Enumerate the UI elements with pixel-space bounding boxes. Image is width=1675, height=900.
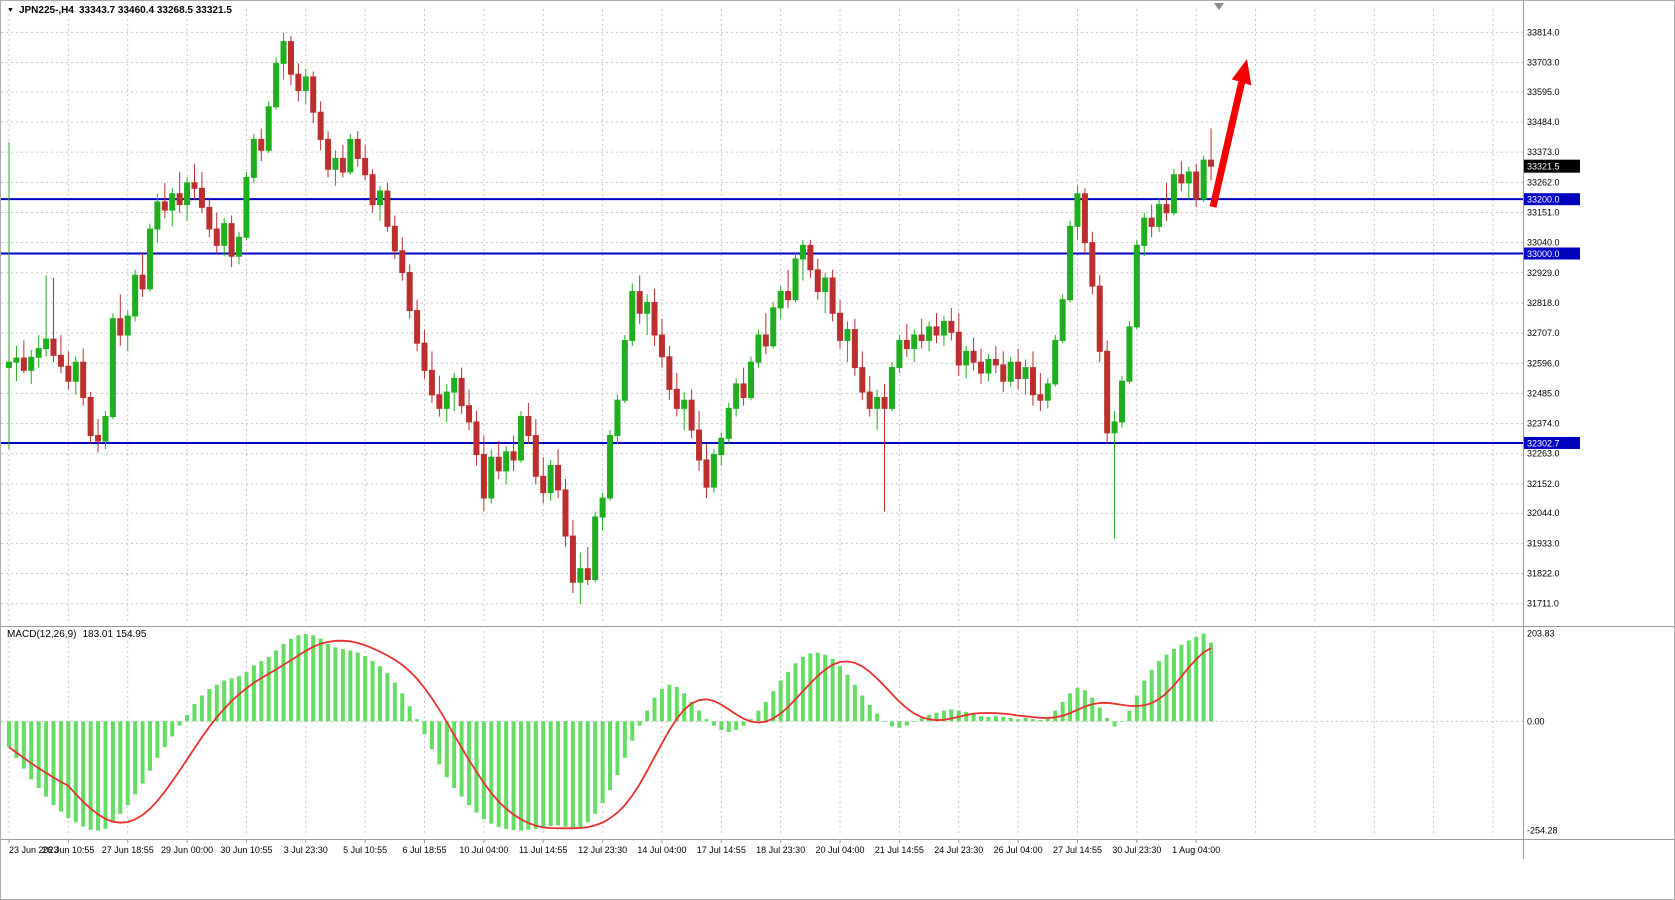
svg-text:27 Jul 14:55: 27 Jul 14:55 <box>1053 845 1102 855</box>
svg-text:14 Jul 04:00: 14 Jul 04:00 <box>637 845 686 855</box>
svg-text:20 Jul 04:00: 20 Jul 04:00 <box>816 845 865 855</box>
macd-histogram <box>7 633 1214 831</box>
macd-name: MACD(12,26,9) <box>7 629 77 640</box>
svg-text:18 Jul 23:30: 18 Jul 23:30 <box>756 845 805 855</box>
trend-arrow[interactable] <box>1209 59 1252 208</box>
svg-text:32263.0: 32263.0 <box>1527 449 1560 459</box>
candles-layer <box>6 32 1215 604</box>
svg-text:21 Jul 14:55: 21 Jul 14:55 <box>875 845 924 855</box>
svg-text:33262.0: 33262.0 <box>1527 177 1560 187</box>
svg-text:203.83: 203.83 <box>1527 629 1555 639</box>
svg-text:24 Jul 23:30: 24 Jul 23:30 <box>934 845 983 855</box>
svg-text:29 Jun 00:00: 29 Jun 00:00 <box>161 845 213 855</box>
svg-text:32707.0: 32707.0 <box>1527 328 1560 338</box>
svg-text:32374.0: 32374.0 <box>1527 419 1560 429</box>
svg-text:32044.0: 32044.0 <box>1527 508 1560 518</box>
svg-text:31822.0: 31822.0 <box>1527 569 1560 579</box>
svg-text:33000.0: 33000.0 <box>1527 249 1560 259</box>
panel-separators <box>1 1 1674 859</box>
svg-text:27 Jun 18:55: 27 Jun 18:55 <box>102 845 154 855</box>
svg-text:32929.0: 32929.0 <box>1527 268 1560 278</box>
current-price-marker: 33321.5 <box>1524 159 1580 173</box>
svg-text:1 Aug 04:00: 1 Aug 04:00 <box>1172 845 1220 855</box>
symbol-title: JPN225-,H4 <box>18 5 74 16</box>
svg-text:33200.0: 33200.0 <box>1527 195 1560 205</box>
svg-text:30 Jul 23:30: 30 Jul 23:30 <box>1112 845 1161 855</box>
svg-text:3 Jul 23:30: 3 Jul 23:30 <box>284 845 328 855</box>
svg-text:33595.0: 33595.0 <box>1527 87 1560 97</box>
macd-indicator-label: MACD(12,26,9) 183.01 154.95 <box>7 629 146 640</box>
horizontal-line-objects[interactable]: 33200.0 33000.0 32302.7 <box>1 193 1580 449</box>
svg-text:33040.0: 33040.0 <box>1527 238 1560 248</box>
svg-text:33484.0: 33484.0 <box>1527 117 1560 127</box>
chart-canvas[interactable]: 33814.0 33703.0 33595.0 33484.0 33373.0 33262… <box>1 1 1675 859</box>
svg-text:32302.7: 32302.7 <box>1527 438 1560 448</box>
symbol-dropdown-icon[interactable]: ▼ <box>7 7 14 14</box>
svg-text:26 Jun 10:55: 26 Jun 10:55 <box>42 845 94 855</box>
grid-layer <box>1 9 1523 834</box>
chart-shift-marker[interactable] <box>1214 3 1224 10</box>
svg-text:33703.0: 33703.0 <box>1527 58 1560 68</box>
svg-text:0.00: 0.00 <box>1527 716 1545 726</box>
svg-text:31933.0: 31933.0 <box>1527 538 1560 548</box>
symbol-info-bar: ▼ JPN225-,H4 33343.7 33460.4 33268.5 333… <box>7 5 232 16</box>
svg-text:32152.0: 32152.0 <box>1527 479 1560 489</box>
svg-text:32485.0: 32485.0 <box>1527 388 1560 398</box>
price-axis: 33814.0 33703.0 33595.0 33484.0 33373.0 33262… <box>1527 27 1560 608</box>
svg-text:33814.0: 33814.0 <box>1527 27 1560 37</box>
macd-panel: 203.83 0.00 -254.28 <box>1 629 1558 836</box>
svg-text:12 Jul 23:30: 12 Jul 23:30 <box>578 845 627 855</box>
svg-text:6 Jul 18:55: 6 Jul 18:55 <box>402 845 446 855</box>
svg-text:5 Jul 10:55: 5 Jul 10:55 <box>343 845 387 855</box>
svg-text:32596.0: 32596.0 <box>1527 358 1560 368</box>
svg-text:10 Jul 04:00: 10 Jul 04:00 <box>459 845 508 855</box>
svg-text:11 Jul 14:55: 11 Jul 14:55 <box>519 845 567 855</box>
macd-values: 183.01 154.95 <box>82 629 147 640</box>
svg-text:33373.0: 33373.0 <box>1527 147 1560 157</box>
svg-text:17 Jul 14:55: 17 Jul 14:55 <box>697 845 746 855</box>
svg-text:33151.0: 33151.0 <box>1527 207 1560 217</box>
symbol-ohlc: 33343.7 33460.4 33268.5 33321.5 <box>78 5 232 16</box>
svg-text:-254.28: -254.28 <box>1527 826 1558 836</box>
svg-text:31711.0: 31711.0 <box>1527 599 1559 609</box>
svg-text:26 Jul 04:00: 26 Jul 04:00 <box>994 845 1043 855</box>
svg-text:30 Jun 10:55: 30 Jun 10:55 <box>220 845 272 855</box>
svg-text:33321.5: 33321.5 <box>1527 162 1560 172</box>
svg-text:23 Jun 2023: 23 Jun 2023 <box>9 845 59 855</box>
macd-signal-line <box>8 639 1212 830</box>
svg-text:32818.0: 32818.0 <box>1527 298 1560 308</box>
